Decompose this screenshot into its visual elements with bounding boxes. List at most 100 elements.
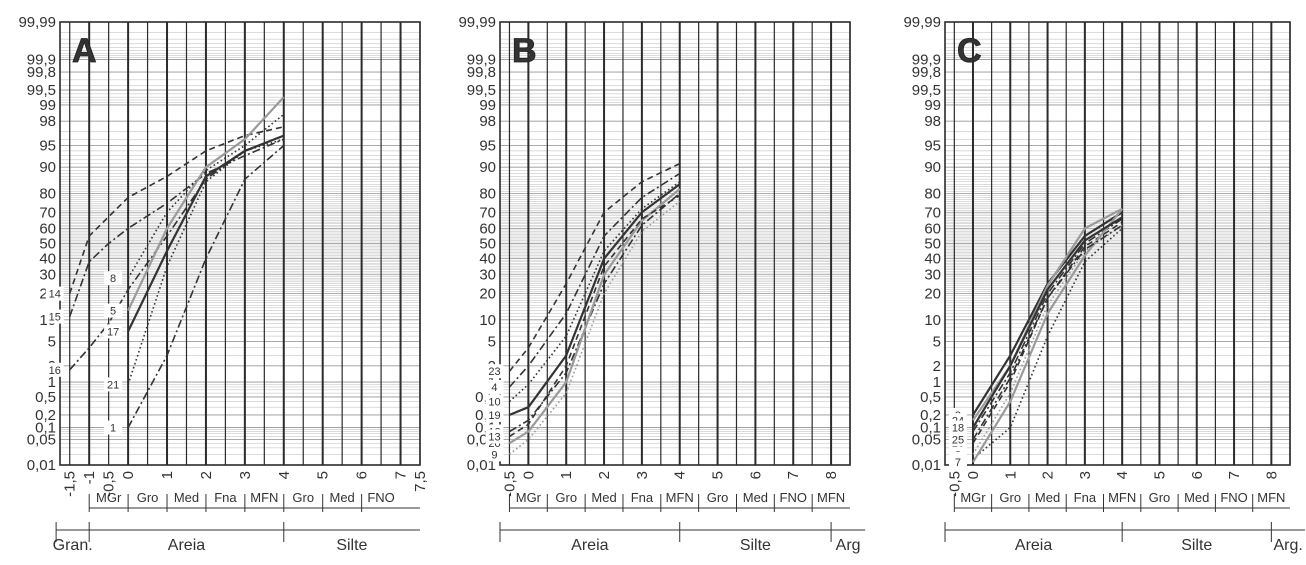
y-tick-label: 10: [479, 312, 496, 329]
x-tick-label: -0,5: [101, 471, 118, 497]
y-tick-label: 95: [924, 138, 941, 155]
x-tick-label: 5: [710, 471, 727, 479]
y-tick-label: 50: [924, 236, 941, 253]
series-line-17: [127, 134, 285, 332]
y-tick-label: 99,99: [458, 14, 496, 31]
series-label-bg: [485, 379, 504, 394]
y-tick-label: 99,99: [903, 14, 941, 31]
series-label-bg: [485, 429, 504, 444]
y-tick-label: 95: [39, 138, 56, 155]
y-tick-label: 90: [39, 159, 56, 176]
x-tick-label: -0,5: [501, 471, 518, 497]
y-tick-label: 99,9: [467, 51, 496, 68]
x-tick-label: 6: [1189, 471, 1206, 479]
y-tick-label: 40: [924, 251, 941, 268]
panel-C: 0,010,050,10,20,512510203040506070809095…: [903, 14, 1305, 554]
y-tick-label: 10: [924, 312, 941, 329]
series-label-9: 9: [491, 449, 497, 461]
plot-frame: [59, 21, 421, 466]
x-tick-label: 8: [823, 471, 840, 479]
series-line-13: [509, 194, 681, 438]
x-tick-label: -0,5: [946, 471, 963, 497]
plot-frame: [944, 21, 1291, 466]
series-label-15: 15: [49, 312, 61, 324]
y-tick-label: 99,5: [27, 82, 56, 99]
series-line-19: [509, 183, 681, 416]
fraction-label: Areia: [168, 537, 205, 554]
y-tick-label: 99,5: [467, 82, 496, 99]
series-label-19: 19: [488, 410, 500, 422]
y-tick-label: 0,05: [912, 431, 941, 448]
x-tick-label: 4: [672, 471, 689, 479]
x-tick-label: -1,5: [62, 471, 79, 497]
series-label-bg: [104, 377, 123, 392]
x-tick-label: 3: [634, 471, 651, 479]
y-tick-label: 40: [39, 251, 56, 268]
plot-frame: [499, 21, 851, 466]
y-tick-label: 90: [479, 159, 496, 176]
series-label-bg: [45, 309, 64, 324]
series-label-1: 1: [110, 423, 116, 435]
size-class-label: FNO: [780, 490, 807, 505]
y-tick-label: 99,8: [27, 64, 56, 81]
size-class-label: Med: [1035, 490, 1060, 505]
x-tick-label: 1: [1002, 471, 1019, 479]
panel-A: 0,010,050,10,20,512510203040506070809095…: [18, 14, 429, 554]
x-tick-label: 4: [1114, 471, 1131, 479]
size-class-label: Gro: [707, 490, 729, 505]
y-tick-label: 0,2: [920, 407, 941, 424]
series-line-12: [509, 192, 681, 433]
series-label-bg: [45, 286, 64, 301]
x-tick-label: 7: [1226, 471, 1243, 479]
series-line-22: [972, 227, 1123, 460]
y-tick-label: 99: [39, 97, 56, 114]
series-label-16: 16: [49, 365, 61, 377]
y-tick-label: 80: [479, 185, 496, 202]
series-label-8: 8: [110, 273, 116, 285]
size-class-label: MGr: [960, 490, 986, 505]
size-class-label: Med: [330, 490, 355, 505]
series-line-9: [509, 200, 681, 455]
fraction-label: Areia: [1015, 537, 1052, 554]
y-tick-label: 99,8: [912, 64, 941, 81]
series-line-1: [127, 144, 285, 428]
x-tick-label: 6: [354, 471, 371, 479]
y-tick-label: 0,1: [35, 420, 56, 437]
size-class-label: Med: [591, 490, 616, 505]
x-tick-label: 1: [159, 471, 176, 479]
size-class-label: MFN: [666, 490, 694, 505]
size-class-label: MFN: [1108, 490, 1136, 505]
y-tick-label: 80: [39, 185, 56, 202]
series-label-bg: [485, 447, 504, 462]
x-tick-label: 2: [1040, 471, 1057, 479]
y-tick-label: 30: [924, 267, 941, 284]
x-tick-label: 3: [237, 471, 254, 479]
series-label-18: 18: [952, 423, 964, 435]
y-tick-label: 80: [924, 185, 941, 202]
y-tick-label: 95: [479, 138, 496, 155]
x-tick-label: 4: [276, 471, 293, 479]
x-tick-label: 0: [120, 471, 137, 479]
x-tick-label: 7,5: [412, 471, 429, 492]
fraction-label: Silte: [1181, 537, 1212, 554]
y-tick-label: 50: [39, 236, 56, 253]
x-tick-label: 6: [747, 471, 764, 479]
size-class-label: Gro: [999, 490, 1021, 505]
series-label-13: 13: [488, 431, 500, 443]
y-tick-label: 0,01: [27, 457, 56, 474]
series-label-7: 7: [955, 457, 961, 469]
x-tick-label: -1: [81, 471, 98, 484]
x-tick-label: 5: [1151, 471, 1168, 479]
series-label-bg: [104, 324, 123, 339]
series-label-bg: [948, 432, 967, 447]
series-label-bg: [485, 407, 504, 422]
y-tick-label: 99,99: [18, 14, 56, 31]
y-tick-label: 99: [924, 97, 941, 114]
y-tick-label: 20: [924, 286, 941, 303]
x-tick-label: 3: [1077, 471, 1094, 479]
x-tick-label: 1: [558, 471, 575, 479]
y-tick-label: 40: [479, 251, 496, 268]
y-tick-label: 60: [924, 220, 941, 237]
y-tick-label: 30: [479, 267, 496, 284]
y-tick-label: 98: [924, 113, 941, 130]
